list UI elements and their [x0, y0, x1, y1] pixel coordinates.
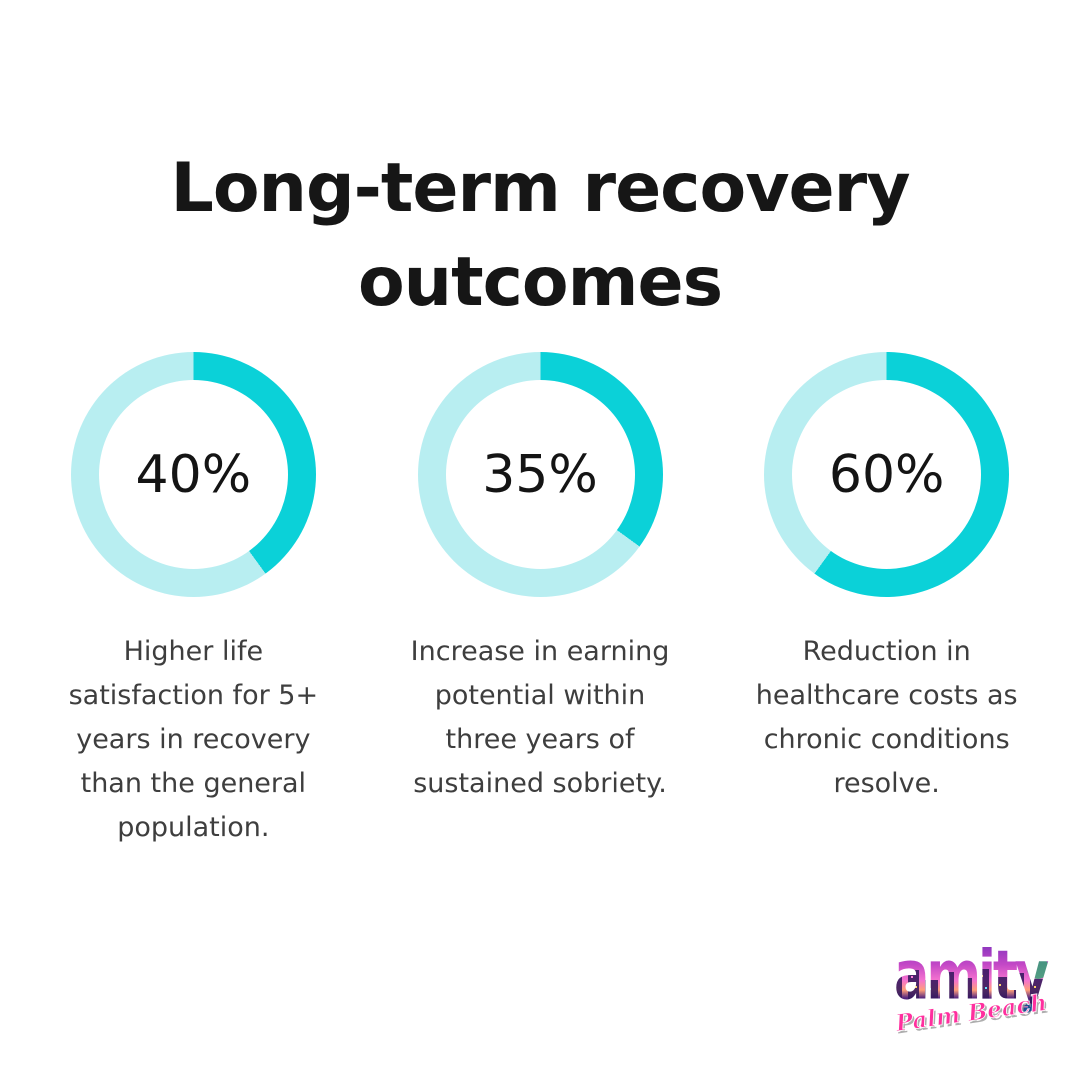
stat-caption: Increase in earning potential within thr… [410, 636, 670, 799]
percent-label: 60% [828, 444, 945, 505]
stat-column-earning-potential: 35% Increase in earning potential within… [367, 352, 714, 850]
donut-hole: 35% [445, 380, 635, 569]
donut-chart-35: 35% [417, 352, 663, 597]
page-title: Long-term recovery outcomes [170, 148, 910, 322]
amity-palm-beach-logo: amity [893, 942, 1050, 1039]
stat-column-healthcare-costs: 60% Reduction in healthcare costs as chr… [713, 352, 1060, 850]
stat-caption: Reduction in healthcare costs as chronic… [755, 636, 1018, 799]
logo-cityscape-fill [894, 942, 1049, 1016]
stats-row: 40% Higher life satisfaction for 5+ year… [20, 352, 1060, 850]
stat-column-life-satisfaction: 40% Higher life satisfaction for 5+ year… [20, 352, 367, 850]
donut-hole: 40% [98, 380, 288, 569]
percent-label: 35% [482, 444, 598, 505]
donut-chart-60: 60% [764, 352, 1010, 597]
donut-hole: 60% [792, 380, 982, 569]
donut-chart-40: 40% [70, 352, 316, 597]
stat-caption: Higher life satisfaction for 5+ years in… [68, 636, 319, 843]
percent-label: 40% [135, 444, 252, 505]
